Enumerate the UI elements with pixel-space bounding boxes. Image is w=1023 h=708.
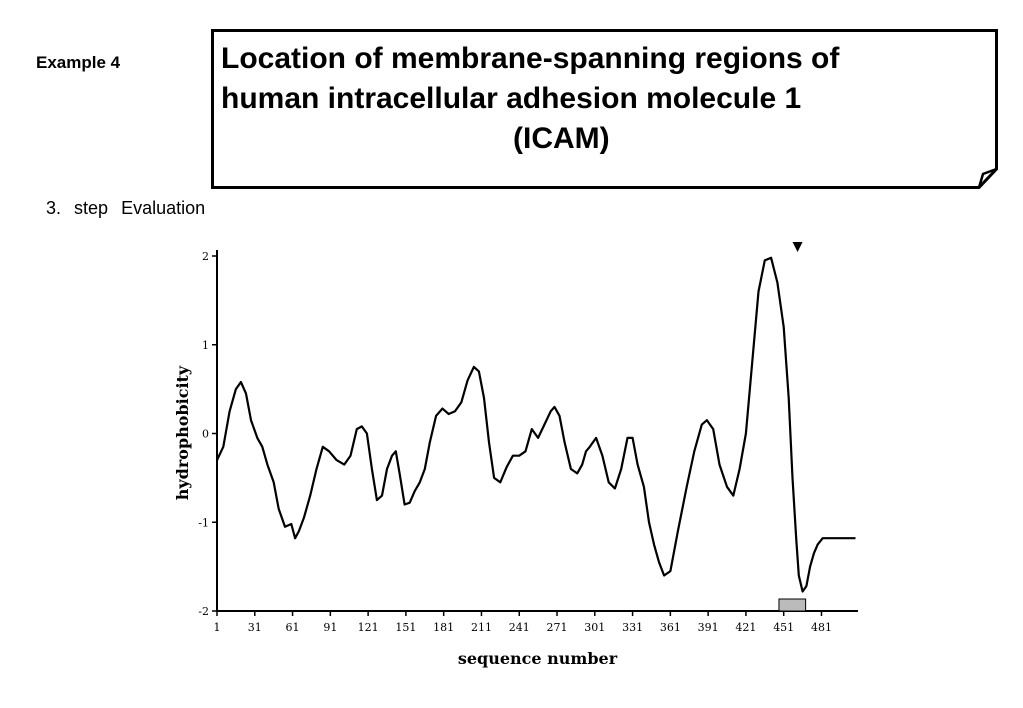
title-line-3: (ICAM)	[513, 122, 610, 155]
y-axis-label: hydrophobicity	[173, 365, 192, 500]
title-box-frame	[211, 29, 998, 189]
x-tick-label: 271	[547, 621, 568, 634]
y-tick-label: -1	[198, 516, 209, 529]
x-tick-label: 391	[698, 621, 719, 634]
x-tick-label: 451	[773, 621, 794, 634]
y-tick-label: 2	[202, 250, 209, 263]
hydrophobicity-line	[216, 256, 856, 593]
x-tick-label: 241	[509, 621, 530, 634]
x-tick-label: 181	[433, 621, 454, 634]
x-axis-label: sequence number	[458, 649, 618, 668]
y-tick-label: 0	[202, 428, 209, 441]
x-tick-label: 1	[214, 621, 221, 634]
x-tick-label: 31	[248, 621, 262, 634]
x-tick-label: 331	[622, 621, 643, 634]
x-tick-label: 361	[660, 621, 681, 634]
step-name: Evaluation	[121, 198, 206, 218]
y-tick-label: -2	[198, 605, 209, 618]
peak-marker-icon	[792, 242, 803, 252]
title-line-2: human intracellular adhesion molecule 1	[221, 82, 802, 115]
x-tick-label: 301	[584, 621, 605, 634]
slide-title: Location of membrane-spanning regions of…	[221, 39, 991, 159]
x-tick-label: 481	[811, 621, 832, 634]
example-label: Example 4	[36, 53, 121, 72]
y-tick-label: 1	[202, 339, 209, 352]
x-tick-label: 151	[395, 621, 416, 634]
transmembrane-bar	[778, 598, 807, 612]
x-tick-label: 421	[735, 621, 756, 634]
x-tick-label: 211	[471, 621, 492, 634]
x-tick-label: 91	[323, 621, 337, 634]
step-number: 3.	[46, 198, 62, 218]
step-word: step	[74, 198, 109, 218]
x-tick-label: 61	[286, 621, 300, 634]
title-line-1: Location of membrane-spanning regions of	[221, 42, 840, 75]
step-label: 3. step Evaluation	[46, 198, 213, 219]
title-box: Location of membrane-spanning regions of…	[211, 29, 998, 189]
x-tick-label: 121	[358, 621, 379, 634]
